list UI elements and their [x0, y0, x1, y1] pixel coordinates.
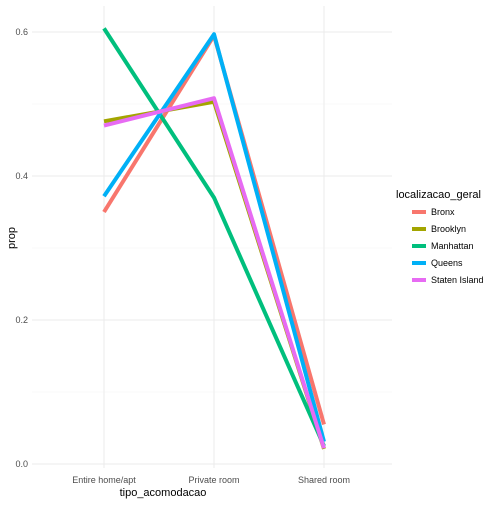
- legend-label: Manhattan: [431, 241, 474, 251]
- y-tick-label: 0.4: [15, 171, 28, 181]
- series-line-queens: [102, 32, 326, 443]
- y-axis-ticks: 0.0 0.2 0.4 0.6: [15, 27, 28, 469]
- x-tick-label: Shared room: [298, 475, 350, 485]
- y-tick-label: 0.0: [15, 459, 28, 469]
- legend-item-brooklyn: Brooklyn: [412, 224, 466, 234]
- legend-item-queens: Queens: [412, 258, 463, 268]
- y-tick-label: 0.2: [15, 315, 28, 325]
- legend-label: Bronx: [431, 207, 455, 217]
- x-axis-title: tipo_acomodacao: [120, 487, 207, 499]
- x-tick-label: Private room: [188, 475, 239, 485]
- legend-item-staten-island: Staten Island: [412, 275, 484, 285]
- legend-items: Bronx Brooklyn Manhattan Queens Staten Islan…: [412, 207, 484, 285]
- legend-label: Staten Island: [431, 275, 484, 285]
- legend: localizacao_geral Bronx Brooklyn Manhattan…: [396, 189, 484, 285]
- series-line-manhattan: [102, 27, 326, 447]
- series-lines: [102, 27, 326, 450]
- legend-label: Queens: [431, 258, 463, 268]
- legend-item-bronx: Bronx: [412, 207, 455, 217]
- y-axis-title: prop: [6, 227, 18, 249]
- grid: [32, 6, 392, 468]
- legend-title: localizacao_geral: [396, 189, 481, 201]
- y-tick-label: 0.6: [15, 27, 28, 37]
- legend-item-manhattan: Manhattan: [412, 241, 474, 251]
- x-tick-label: Entire home/apt: [72, 475, 136, 485]
- legend-label: Brooklyn: [431, 224, 466, 234]
- x-axis-ticks: Entire home/apt Private room Shared room: [72, 475, 350, 485]
- series-line-staten-island: [103, 96, 326, 449]
